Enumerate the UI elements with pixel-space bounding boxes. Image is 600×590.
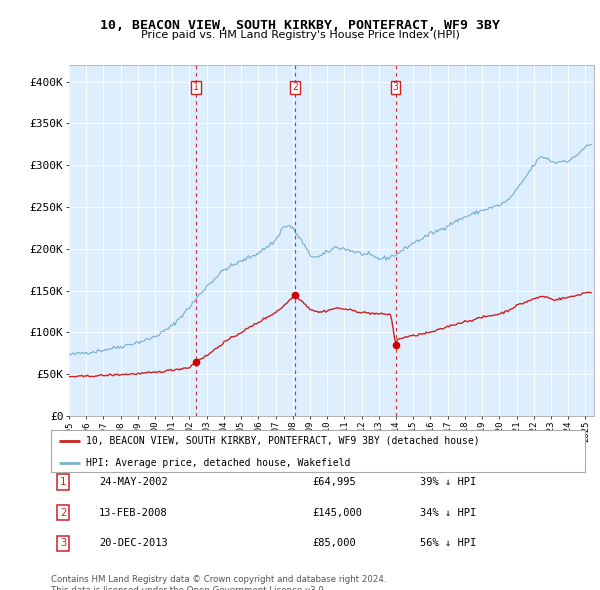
Text: 10, BEACON VIEW, SOUTH KIRKBY, PONTEFRACT, WF9 3BY (detached house): 10, BEACON VIEW, SOUTH KIRKBY, PONTEFRAC… — [86, 436, 479, 446]
Text: £145,000: £145,000 — [312, 508, 362, 517]
Text: £85,000: £85,000 — [312, 539, 356, 548]
Text: Price paid vs. HM Land Registry's House Price Index (HPI): Price paid vs. HM Land Registry's House … — [140, 30, 460, 40]
Text: 1: 1 — [193, 83, 199, 93]
Text: 56% ↓ HPI: 56% ↓ HPI — [420, 539, 476, 548]
Text: Contains HM Land Registry data © Crown copyright and database right 2024.
This d: Contains HM Land Registry data © Crown c… — [51, 575, 386, 590]
Text: £64,995: £64,995 — [312, 477, 356, 487]
Text: 20-DEC-2013: 20-DEC-2013 — [99, 539, 168, 548]
Text: 3: 3 — [392, 83, 398, 93]
Text: 2: 2 — [292, 83, 298, 93]
Text: 34% ↓ HPI: 34% ↓ HPI — [420, 508, 476, 517]
Text: 39% ↓ HPI: 39% ↓ HPI — [420, 477, 476, 487]
Text: 13-FEB-2008: 13-FEB-2008 — [99, 508, 168, 517]
Text: 3: 3 — [60, 539, 66, 548]
Text: HPI: Average price, detached house, Wakefield: HPI: Average price, detached house, Wake… — [86, 458, 350, 468]
Text: 10, BEACON VIEW, SOUTH KIRKBY, PONTEFRACT, WF9 3BY: 10, BEACON VIEW, SOUTH KIRKBY, PONTEFRAC… — [100, 19, 500, 32]
Text: 24-MAY-2002: 24-MAY-2002 — [99, 477, 168, 487]
Text: 1: 1 — [60, 477, 66, 487]
Text: 2: 2 — [60, 508, 66, 517]
